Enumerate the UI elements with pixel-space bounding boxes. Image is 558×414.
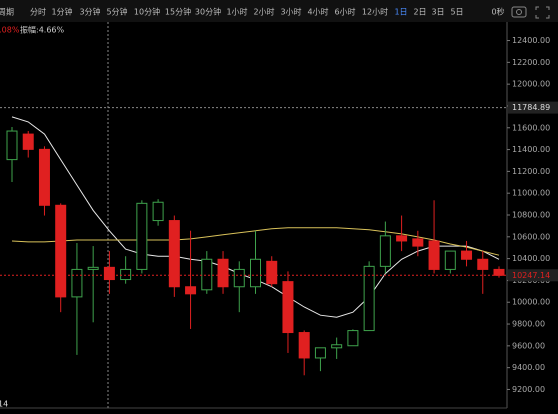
- toolbar-item[interactable]: 分时: [30, 7, 46, 17]
- candle-body: [412, 238, 424, 247]
- candle-body: [120, 268, 132, 281]
- y-tick-label: 11600.00: [512, 123, 550, 132]
- toolbar-item[interactable]: 3小时: [280, 7, 301, 17]
- amplitude: 振幅:4.66%: [20, 25, 65, 35]
- y-tick-label: 12000.00: [512, 80, 550, 89]
- candle-body: [428, 240, 440, 270]
- last-price-label: 10247.14: [512, 271, 550, 280]
- y-tick-label: 9600.00: [512, 341, 545, 350]
- toolbar-item[interactable]: 2日: [413, 8, 426, 17]
- y-tick-label: 11200.00: [512, 167, 550, 176]
- countdown: 0秒: [491, 7, 504, 17]
- candle-body: [87, 266, 99, 270]
- plot-bg: [0, 22, 558, 414]
- candle-body: [250, 258, 261, 288]
- corner-label: 14: [0, 400, 8, 409]
- high-label: 11784.89: [512, 103, 550, 112]
- toolbar-item[interactable]: 3日: [431, 8, 444, 17]
- y-tick-label: 11400.00: [512, 145, 550, 154]
- camera-icon[interactable]: [511, 6, 527, 18]
- candle-body: [168, 220, 180, 288]
- high-label-bg: [508, 101, 558, 114]
- candle-body: [6, 130, 18, 161]
- y-tick-label: 10000.00: [512, 298, 550, 307]
- candle-body: [38, 148, 50, 206]
- y-tick-label: 9800.00: [512, 320, 545, 329]
- camera-lens: [516, 9, 522, 15]
- candle-body: [22, 133, 34, 150]
- candle-body: [103, 266, 115, 281]
- candle-body: [444, 250, 456, 270]
- candle-body: [136, 202, 148, 270]
- toolbar-item[interactable]: 5分钟: [106, 7, 127, 17]
- candle-body: [233, 268, 245, 288]
- y-tick-label: 9400.00: [512, 363, 545, 372]
- y-tick-label: 12400.00: [512, 36, 550, 45]
- y-tick-label: 10800.00: [512, 211, 550, 220]
- candle-body: [152, 201, 164, 222]
- candle-body: [185, 286, 197, 295]
- candle-body: [266, 260, 278, 285]
- toolbar-item[interactable]: 5日: [450, 8, 463, 17]
- toolbar-item[interactable]: 10分钟: [134, 7, 160, 17]
- toolbar-item[interactable]: 12小时: [362, 7, 388, 17]
- y-tick-label: 11000.00: [512, 189, 550, 198]
- candle-body: [71, 268, 83, 298]
- toolbar-item[interactable]: 4小时: [307, 7, 328, 17]
- change-pct: 1.08%: [0, 26, 20, 35]
- y-tick-label: 9200.00: [512, 385, 545, 394]
- y-tick-label: 10400.00: [512, 254, 550, 263]
- toolbar-item[interactable]: 2小时: [253, 7, 274, 17]
- candle-body: [331, 344, 343, 349]
- candle-body: [314, 347, 326, 359]
- toolbar-item[interactable]: 3分钟: [79, 7, 100, 17]
- toolbar-item[interactable]: 15分钟: [165, 7, 191, 17]
- y-tick-label: 12200.00: [512, 58, 550, 67]
- toolbar-item[interactable]: 周期: [0, 8, 14, 17]
- toolbar-item[interactable]: 6小时: [334, 7, 355, 17]
- candle-body: [298, 332, 310, 359]
- toolbar-item[interactable]: 1日: [394, 8, 407, 17]
- candle-body: [363, 265, 375, 332]
- toolbar-item[interactable]: 30分钟: [195, 7, 221, 17]
- candle-body: [217, 258, 229, 288]
- toolbar-item[interactable]: 1分钟: [51, 7, 72, 17]
- candle-body: [379, 235, 391, 267]
- candle-body: [55, 204, 67, 298]
- candle-body: [493, 268, 505, 276]
- toolbar-item[interactable]: 1小时: [226, 7, 247, 17]
- candle-body: [477, 258, 489, 270]
- candle-body: [396, 235, 408, 242]
- candle-body: [347, 330, 359, 347]
- last-label-bg: [508, 269, 558, 282]
- toolbar: [0, 0, 558, 22]
- candle-body: [201, 258, 213, 291]
- candle-body: [461, 250, 473, 260]
- fullscreen-icon[interactable]: [535, 6, 550, 19]
- candle-body: [282, 281, 294, 334]
- y-tick-label: 10600.00: [512, 232, 550, 241]
